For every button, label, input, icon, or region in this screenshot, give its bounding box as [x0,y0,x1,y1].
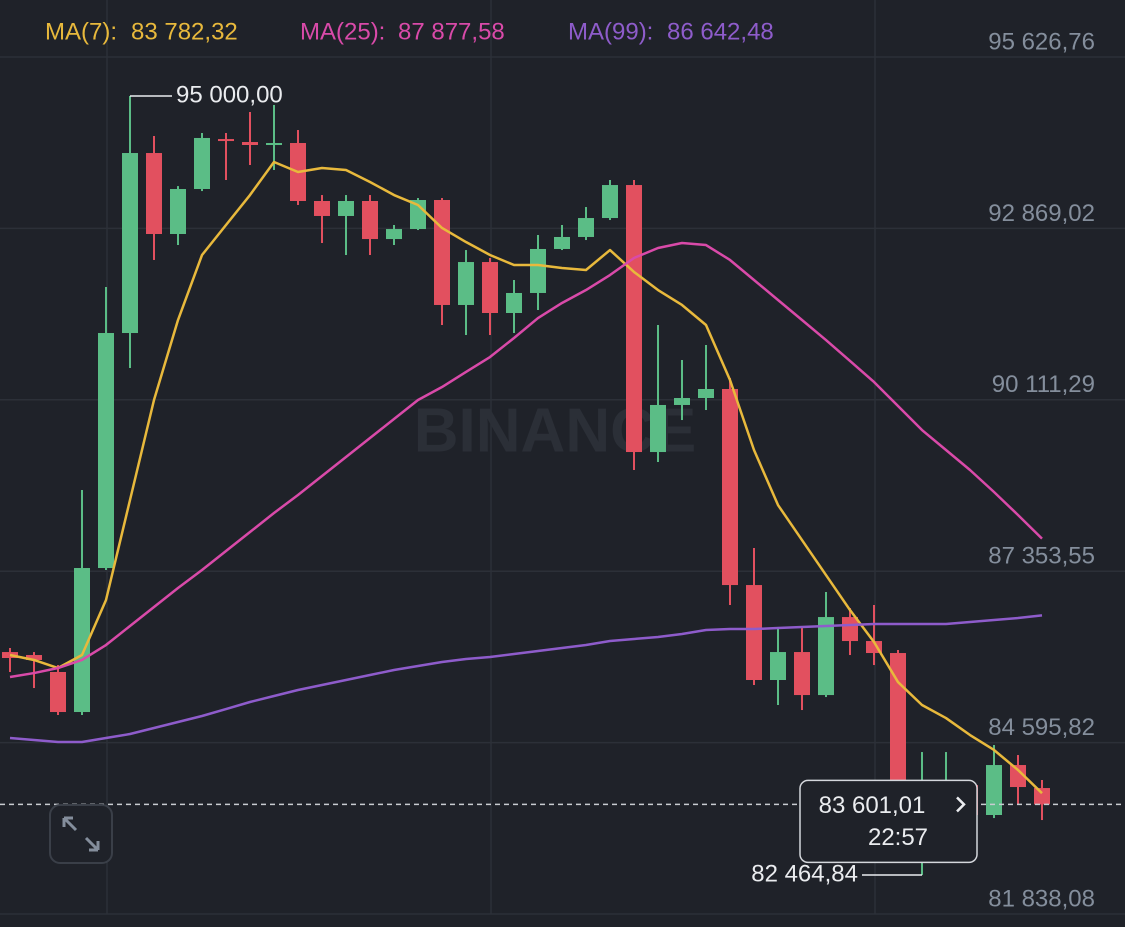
candle-body [530,248,546,293]
y-tick-label: 92 869,02 [988,200,1095,227]
legend-value: 87 877,58 [398,18,505,45]
candle-body [626,185,642,453]
legend-value: 83 782,32 [131,18,238,45]
candle-body [554,236,570,249]
current-price-label: 83 601,01 [819,792,926,819]
current-price-box[interactable]: 83 601,01 22:57 [799,779,978,864]
candle-body [242,142,258,146]
candle-body [218,139,234,142]
candle-body [362,201,378,240]
overlay: MA(7): 83 782,32 MA(25): 87 877,58 MA(99): 86… [0,18,1125,887]
expand-button-frame[interactable] [49,804,113,864]
candle-body [266,143,282,146]
candle-body [50,671,66,713]
candle-body [866,641,882,654]
candle-body [146,153,162,235]
candle-body [746,585,762,681]
legend-value: 86 642,48 [667,18,774,45]
expand-button[interactable] [49,804,113,864]
candle-body [602,185,618,219]
legend-name: MA(99): [568,18,653,45]
candle-body [338,201,354,216]
candle-body [1034,788,1050,805]
candle-body [98,333,114,569]
candle-body [818,617,834,696]
ma-line [9,160,1043,795]
candle-body [194,137,210,190]
candle-body [674,398,690,405]
expand-icon [62,816,100,852]
candle-body [458,262,474,305]
y-tick-label: 95 626,76 [988,28,1095,55]
candle-body [170,189,186,235]
candle-body [794,652,810,696]
legend-name: MA(7): [45,18,117,45]
chevron-icon [956,796,966,813]
candle-body [506,292,522,313]
y-tick-label: 87 353,55 [988,543,1095,570]
candle-body [482,262,498,313]
y-tick-label: 81 838,08 [988,885,1095,912]
candle-body [722,389,738,586]
candle-body [770,652,786,681]
y-tick-label: 90 111,29 [992,371,1095,398]
candle-body [698,389,714,399]
candle-body [842,617,858,642]
price-box-frame[interactable] [799,779,978,864]
candle-body [122,153,138,334]
moving-averages [9,160,1043,795]
candle-body [986,765,1002,816]
countdown: 22:57 [868,824,928,851]
grid: 95 626,76 92 869,02 90 111,29 87 353,55 84 5… [0,28,1125,915]
candle-body [1010,765,1026,788]
ma-line [9,614,1043,744]
watermark: BINANCE [414,396,696,465]
candle-body [578,218,594,237]
candle-body [314,201,330,216]
candle-body [74,568,90,713]
ma-line [9,241,1043,679]
y-tick-label: 84 595,82 [988,714,1095,741]
low-label: 82 464,84 [751,860,858,887]
candle-body [386,229,402,240]
candle-body [26,655,42,660]
candle-body [650,404,666,453]
legend-name: MA(25): [300,18,385,45]
high-label: 95 000,00 [176,81,283,108]
candle-body [434,200,450,305]
